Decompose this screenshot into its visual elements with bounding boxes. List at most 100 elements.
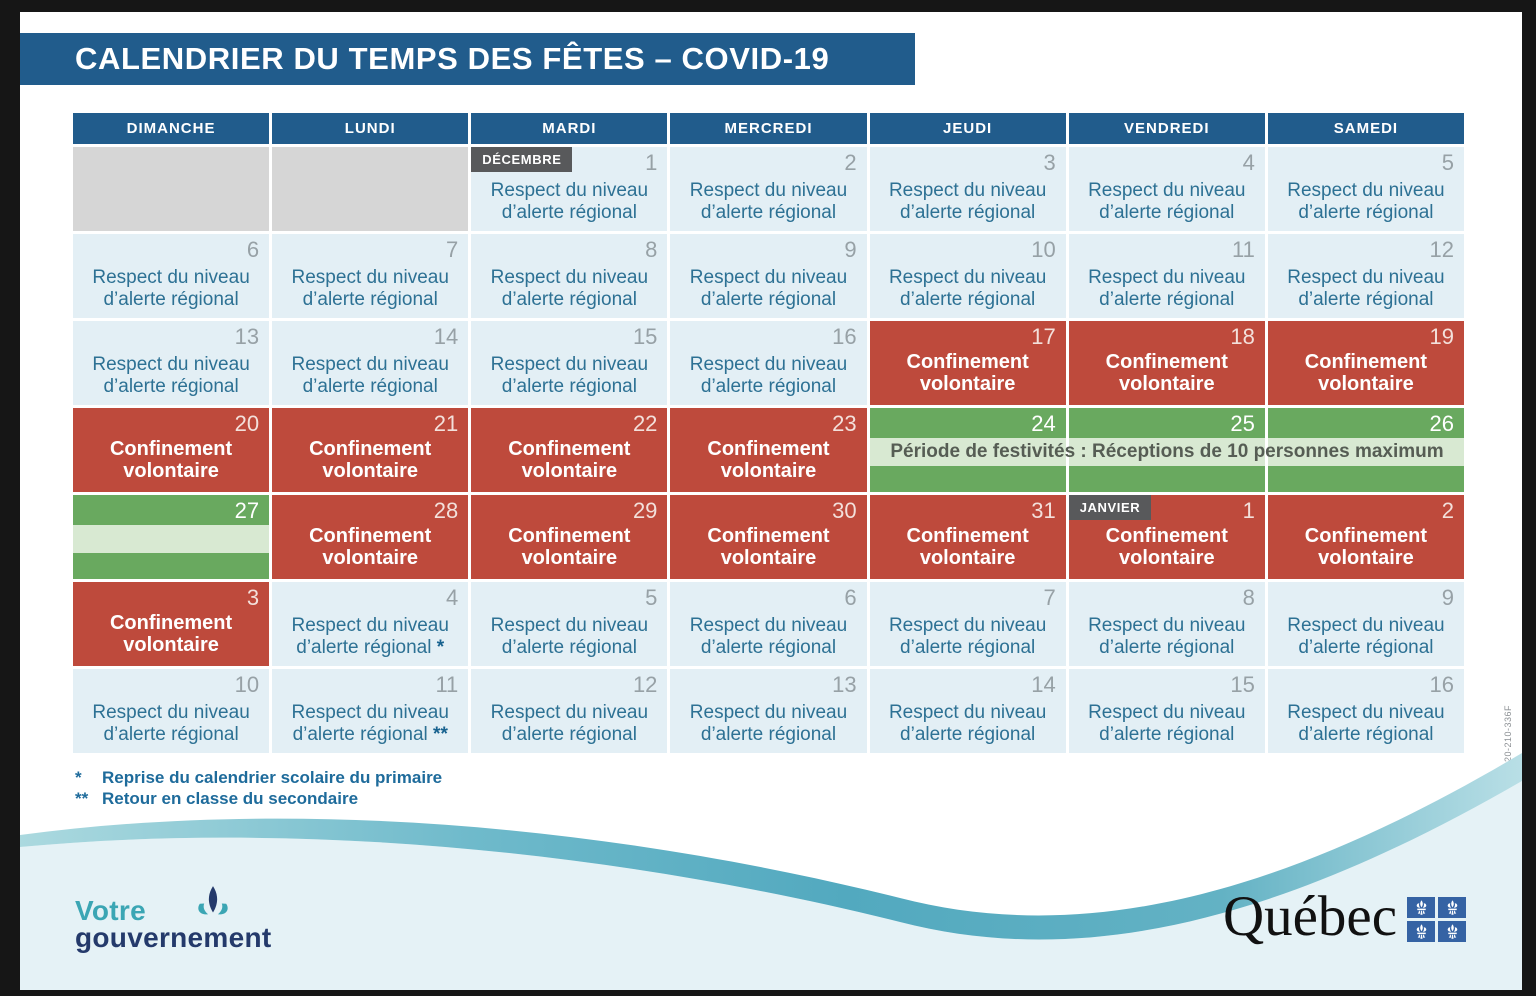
- cell-status-label: Respect du niveau d’alerte régional: [1088, 702, 1246, 746]
- calendar-cell: 14 Respect du niveau d’alerte régional: [869, 669, 1066, 753]
- day-number: 10: [234, 672, 260, 697]
- quebec-flag-icon: [1407, 897, 1466, 942]
- day-number: 11: [435, 672, 459, 697]
- day-number: 18: [1230, 324, 1255, 349]
- weekday-header: LUNDI: [272, 113, 469, 144]
- cell-status-label: Respect du niveau d’alerte régional: [888, 615, 1047, 659]
- quebec-wordmark: Québec: [1222, 885, 1397, 948]
- calendar-cell: 6 Respect du niveau d’alerte régional: [670, 582, 867, 666]
- day-number: 14: [1031, 672, 1056, 697]
- calendar-cell: 5 Respect du niveau d’alerte régional: [471, 582, 668, 666]
- cell-status-label: Respect du niveau d’alerte régional: [1287, 702, 1445, 746]
- cell-status-label: Respect du niveau d’alerte régional: [689, 615, 848, 659]
- cell-status-label: Respect du niveau d’alerte régional: [490, 354, 649, 398]
- calendar-cell: 27: [73, 495, 270, 579]
- calendar-grid: DIMANCHE LUNDI MARDI MERCREDI JEUDI VENDREDI S…: [73, 113, 1464, 753]
- calendar-cell: 15 Respect du niveau d’alerte régional: [1068, 669, 1265, 753]
- cell-status-label: Respect du niveau d’alerte régional **: [291, 702, 449, 746]
- flag-quadrant: [1438, 897, 1466, 918]
- cell-status-label: Confinement volontaire: [109, 612, 233, 657]
- day-number: 8: [645, 237, 658, 262]
- day-number: 23: [832, 411, 857, 436]
- cell-status-label: Respect du niveau d’alerte régional: [92, 267, 250, 311]
- calendar-cell: JANVIER 1 Confinement volontaire: [1068, 495, 1265, 579]
- quebec-logo: Québec: [1223, 888, 1466, 945]
- day-number: 17: [1031, 324, 1056, 349]
- calendar-cell: 3 Confinement volontaire: [73, 582, 270, 666]
- calendar-cell: 4 Respect du niveau d’alerte régional: [1068, 147, 1265, 231]
- footnote-secondary: ** Retour en classe du secondaire: [75, 788, 442, 809]
- day-number: 20: [234, 411, 260, 436]
- cell-status-label: Respect du niveau d’alerte régional: [92, 354, 250, 398]
- flag-quadrant: [1438, 921, 1466, 942]
- day-number: 13: [832, 672, 857, 697]
- weekday-header: SAMEDI: [1267, 113, 1464, 144]
- day-number: 15: [1230, 672, 1255, 697]
- cell-status-label: Confinement volontaire: [1105, 525, 1228, 570]
- day-number: 1: [1242, 498, 1255, 523]
- calendar-cell: 5 Respect du niveau d’alerte régional: [1267, 147, 1464, 231]
- day-number: 6: [844, 585, 857, 610]
- calendar-cell: 20 Confinement volontaire: [73, 408, 270, 492]
- government-logo-line2: gouvernement: [75, 922, 272, 953]
- day-number: 30: [832, 498, 857, 523]
- cell-status-label: Confinement volontaire: [309, 525, 432, 570]
- cell-status-label: Respect du niveau d’alerte régional: [689, 267, 848, 311]
- cell-status-label: Respect du niveau d’alerte régional: [291, 267, 449, 311]
- cell-status-label: Respect du niveau d’alerte régional: [1287, 267, 1445, 311]
- calendar-cell: 12 Respect du niveau d’alerte régional: [1267, 234, 1464, 318]
- calendar-cell: 10 Respect du niveau d’alerte régional: [73, 669, 270, 753]
- footnote-reference-marker: **: [427, 724, 448, 746]
- day-number: 16: [1429, 672, 1454, 697]
- calendar-cell: 4 Respect du niveau d’alerte régional *: [272, 582, 469, 666]
- day-number: 22: [632, 411, 658, 436]
- day-number: 8: [1242, 585, 1255, 610]
- day-number: 15: [632, 324, 658, 349]
- cell-status-label: Respect du niveau d’alerte régional: [490, 702, 649, 746]
- calendar-cell: 7 Respect du niveau d’alerte régional: [272, 234, 469, 318]
- day-number: 25: [1230, 411, 1255, 436]
- government-logo: Votre gouvernement: [75, 886, 272, 954]
- cell-status-label: Respect du niveau d’alerte régional: [490, 267, 649, 311]
- calendar-cell: 31 Confinement volontaire: [869, 495, 1066, 579]
- calendar-cell: 9 Respect du niveau d’alerte régional: [670, 234, 867, 318]
- weekday-header: DIMANCHE: [73, 113, 270, 144]
- day-number: 3: [1043, 150, 1056, 175]
- page-title: CALENDRIER DU TEMPS DES FÊTES – COVID-19: [75, 41, 830, 76]
- calendar-cell: 28 Confinement volontaire: [272, 495, 469, 579]
- wave-graphic: [20, 753, 1522, 990]
- footnote-text: Reprise du calendrier scolaire du primai…: [102, 768, 443, 787]
- calendar-cell: DÉCEMBRE 1 Respect du niveau d’alerte régi…: [471, 147, 668, 231]
- calendar-cell: 16 Respect du niveau d’alerte régional: [670, 321, 867, 405]
- calendar-cell: 7 Respect du niveau d’alerte régional: [869, 582, 1066, 666]
- calendar-cell: 13 Respect du niveau d’alerte régional: [73, 321, 270, 405]
- day-number: 19: [1429, 324, 1454, 349]
- footnote-primary: * Reprise du calendrier scolaire du prim…: [75, 767, 442, 788]
- day-number: 12: [632, 672, 658, 697]
- cell-status-label: Respect du niveau d’alerte régional: [888, 702, 1047, 746]
- day-number: 13: [234, 324, 260, 349]
- day-number: 21: [433, 411, 459, 436]
- day-number: 12: [1429, 237, 1454, 262]
- flag-quadrant: [1407, 921, 1435, 942]
- calendar-cell: 8 Respect du niveau d’alerte régional: [471, 234, 668, 318]
- footnotes: * Reprise du calendrier scolaire du prim…: [75, 767, 442, 809]
- day-number: 26: [1429, 411, 1454, 436]
- calendar-cell: 16 Respect du niveau d’alerte régional: [1267, 669, 1464, 753]
- calendar-cell: 22 Confinement volontaire: [471, 408, 668, 492]
- calendar-cell: 8 Respect du niveau d’alerte régional: [1068, 582, 1265, 666]
- day-number: 2: [1441, 498, 1454, 523]
- day-number: 7: [446, 237, 459, 262]
- footnote-marker: **: [75, 789, 89, 808]
- calendar-cell: 11 Respect du niveau d’alerte régional: [1068, 234, 1265, 318]
- day-number: 10: [1031, 237, 1056, 262]
- cell-status-label: Confinement volontaire: [1304, 525, 1428, 570]
- cell-status-label: Respect du niveau d’alerte régional: [888, 180, 1047, 224]
- cell-status-label: Respect du niveau d’alerte régional *: [291, 615, 449, 659]
- cell-status-label: Respect du niveau d’alerte régional: [92, 702, 250, 746]
- calendar-cell: 19 Confinement volontaire: [1267, 321, 1464, 405]
- day-number: 11: [1232, 237, 1255, 262]
- calendar-cell: 26: [1267, 408, 1464, 492]
- cell-status-label: Respect du niveau d’alerte régional: [689, 702, 848, 746]
- cell-status-label: Respect du niveau d’alerte régional: [490, 615, 649, 659]
